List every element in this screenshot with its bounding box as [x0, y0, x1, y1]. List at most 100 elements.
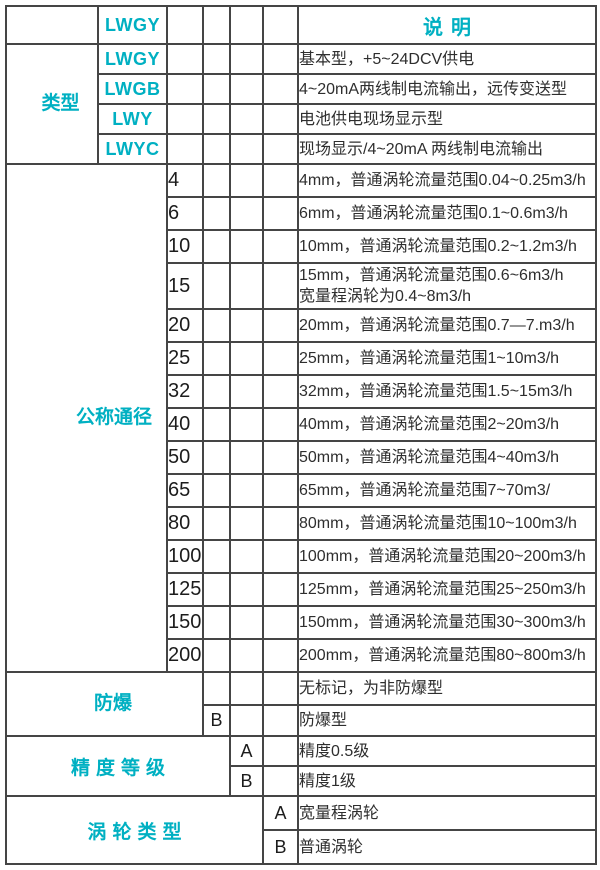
section-label-explosion-proof: 防爆 — [5, 671, 204, 737]
grid-cell — [262, 539, 299, 574]
section-label-type-text: 类型 — [41, 93, 80, 115]
grid-cell — [166, 103, 204, 135]
grid-cell — [262, 671, 299, 706]
grid-cell — [229, 103, 264, 135]
grid-cell — [262, 638, 299, 673]
description-cell: 125mm，普通涡轮流量范围25~250m3/h — [297, 572, 597, 607]
grid-cell — [262, 133, 299, 165]
description-line: 宽量程涡轮为0.4~8m3/h — [299, 288, 472, 305]
grid-cell — [229, 638, 264, 673]
description-cell: 200mm，普通涡轮流量范围80~800m3/h — [297, 638, 597, 673]
size-cell: 32 — [166, 374, 204, 409]
grid-cell — [229, 539, 264, 574]
description-cell: 10mm，普通涡轮流量范围0.2~1.2m3/h — [297, 229, 597, 264]
description-cell: 无标记，为非防爆型 — [297, 671, 597, 706]
description-cell: 65mm，普通涡轮流量范围7~70m3/ — [297, 473, 597, 508]
description-line: 15mm，普通涡轮流量范围0.6~6m3/h — [299, 267, 564, 284]
grid-cell — [262, 262, 299, 310]
grid-cell — [229, 5, 264, 45]
grid-cell — [262, 73, 299, 105]
size-cell: 150 — [166, 605, 204, 640]
size-cell: 4 — [166, 163, 204, 198]
size-cell: 15 — [166, 262, 204, 310]
header-empty-cell — [5, 5, 99, 45]
grid-cell — [229, 506, 264, 541]
grid-cell — [262, 704, 299, 737]
grid-cell — [202, 407, 231, 442]
size-cell: 80 — [166, 506, 204, 541]
size-cell: 25 — [166, 341, 204, 376]
grid-cell — [202, 440, 231, 475]
grid-cell — [262, 308, 299, 343]
grid-cell — [229, 196, 264, 231]
size-cell: 10 — [166, 229, 204, 264]
section-label-diameter: 公称通径 — [5, 163, 168, 673]
description-cell: 50mm，普通涡轮流量范围4~40m3/h — [297, 440, 597, 475]
option-letter-cell: B — [229, 765, 264, 797]
grid-cell — [262, 374, 299, 409]
grid-cell — [166, 73, 204, 105]
grid-cell — [262, 506, 299, 541]
grid-cell — [229, 407, 264, 442]
grid-cell — [202, 638, 231, 673]
grid-cell — [202, 5, 231, 45]
grid-cell — [202, 262, 231, 310]
grid-cell — [262, 341, 299, 376]
grid-cell — [202, 506, 231, 541]
grid-cell — [262, 163, 299, 198]
description-cell: 80mm，普通涡轮流量范围10~100m3/h — [297, 506, 597, 541]
grid-cell — [262, 43, 299, 75]
grid-cell — [229, 473, 264, 508]
grid-cell — [229, 572, 264, 607]
grid-cell — [262, 765, 299, 797]
description-cell: 100mm，普通涡轮流量范围20~200m3/h — [297, 539, 597, 574]
grid-cell — [202, 73, 231, 105]
size-cell: 125 — [166, 572, 204, 607]
grid-cell — [202, 229, 231, 264]
grid-cell — [229, 133, 264, 165]
grid-cell — [202, 539, 231, 574]
grid-cell — [229, 43, 264, 75]
grid-cell — [202, 43, 231, 75]
section-label-diameter-text: 公称通径 — [76, 407, 153, 429]
grid-cell — [262, 735, 299, 767]
description-cell: 4~20mA两线制电流输出，远传变送型 — [297, 73, 597, 105]
grid-cell — [262, 407, 299, 442]
grid-cell — [229, 671, 264, 706]
section-label-turbine-type: 涡轮类型 — [5, 795, 264, 865]
section-label-type: 类型 — [5, 43, 99, 165]
grid-cell — [262, 5, 299, 45]
grid-cell — [229, 440, 264, 475]
grid-cell — [229, 605, 264, 640]
grid-cell — [166, 43, 204, 75]
grid-cell — [202, 308, 231, 343]
grid-cell — [229, 341, 264, 376]
size-cell: 6 — [166, 196, 204, 231]
model-code-cell: LWY — [97, 103, 168, 135]
size-cell: 40 — [166, 407, 204, 442]
description-cell: 150mm，普通涡轮流量范围30~300m3/h — [297, 605, 597, 640]
description-cell: 精度0.5级 — [297, 735, 597, 767]
option-letter-cell: A — [229, 735, 264, 767]
description-cell: 20mm，普通涡轮流量范围0.7—7.m3/h — [297, 308, 597, 343]
description-cell: 防爆型 — [297, 704, 597, 737]
description-cell: 25mm，普通涡轮流量范围1~10m3/h — [297, 341, 597, 376]
grid-cell — [202, 605, 231, 640]
grid-cell — [202, 196, 231, 231]
size-cell: 200 — [166, 638, 204, 673]
model-code-cell: LWGB — [97, 73, 168, 105]
grid-cell — [202, 374, 231, 409]
description-cell: 4mm，普通涡轮流量范围0.04~0.25m3/h — [297, 163, 597, 198]
grid-cell — [202, 133, 231, 165]
description-cell: 普通涡轮 — [297, 829, 597, 865]
grid-cell — [229, 229, 264, 264]
grid-cell — [229, 73, 264, 105]
option-letter-cell: B — [262, 829, 299, 865]
description-cell: 电池供电现场显示型 — [297, 103, 597, 135]
option-letter-cell — [202, 671, 231, 706]
grid-cell — [262, 572, 299, 607]
grid-cell — [262, 440, 299, 475]
model-code-cell: LWGY — [97, 43, 168, 75]
header-description-title: 说明 — [297, 5, 597, 45]
description-cell: 现场显示/4~20mA 两线制电流输出 — [297, 133, 597, 165]
